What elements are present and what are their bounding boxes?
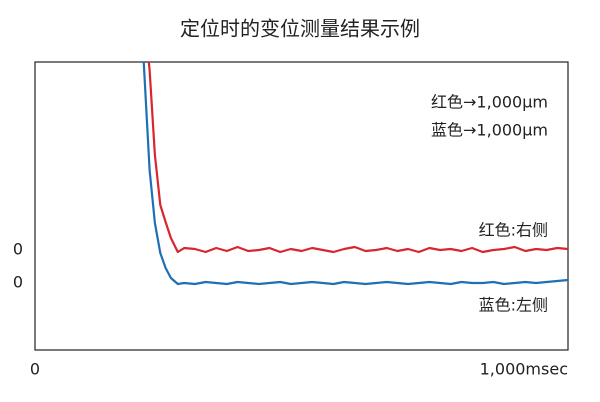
chart-title: 定位时的变位测量结果示例 [180,17,420,41]
annotation: 红色→1,000μm [431,93,548,112]
x-tick-label: 1,000msec [480,360,568,379]
series-label: 红色:右侧 [479,221,548,240]
annotation: 蓝色→1,000μm [431,121,548,140]
plot-frame [34,61,569,351]
data-line [142,62,568,286]
plot-area [142,62,568,286]
x-tick-label: 0 [30,360,40,379]
y-tick-label: 0 [13,240,23,259]
series-label: 蓝色:左侧 [479,296,548,315]
data-line [147,62,568,254]
y-tick-label: 0 [13,273,23,292]
